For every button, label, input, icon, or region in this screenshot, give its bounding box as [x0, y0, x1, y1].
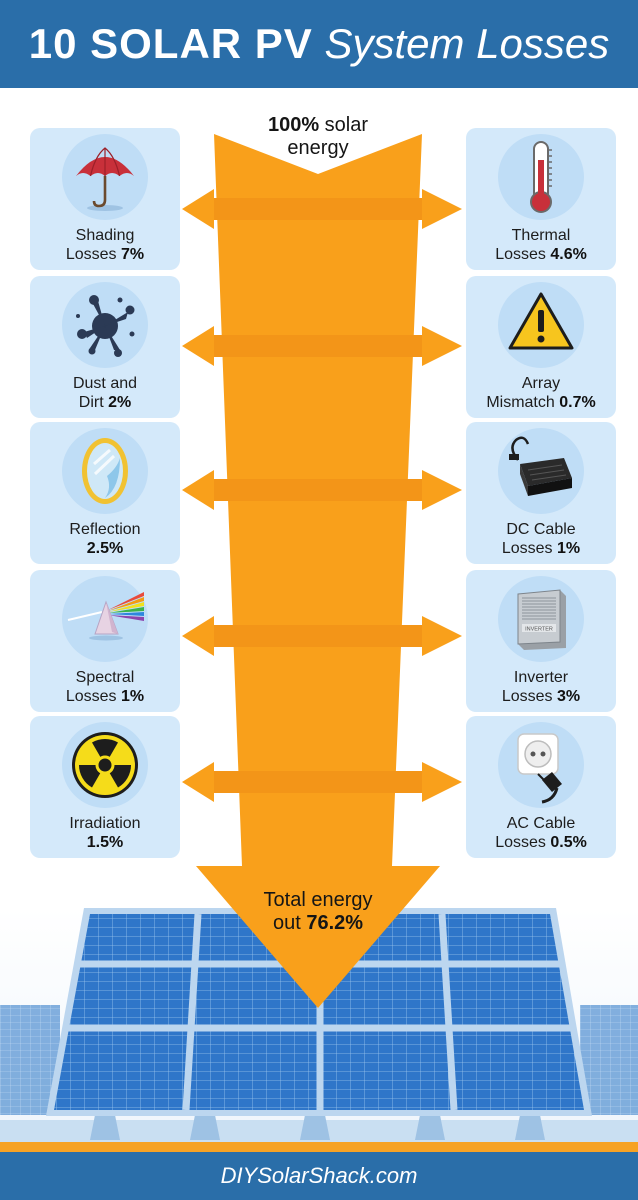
title-part-1: 10 SOLAR PV [28, 20, 313, 67]
loss-card-thermal: Thermal Losses 4.6% [466, 128, 616, 270]
loss-value: 0.5% [550, 834, 587, 851]
loss-name-line1: Inverter [513, 669, 569, 686]
loss-name-line1: AC Cable [506, 815, 576, 832]
loss-name-line2: Losses [501, 540, 553, 557]
page-title: 10 SOLAR PV System Losses [0, 18, 638, 70]
inverter-icon: INVERTER [498, 576, 584, 662]
radiation-icon [62, 722, 148, 808]
warning-icon [498, 282, 584, 368]
input-energy-text: solar [324, 114, 369, 136]
loss-label-thermal: Thermal Losses 4.6% [466, 226, 616, 264]
inverter-icon-label: INVERTER [525, 627, 553, 633]
loss-name-line1: Thermal [511, 227, 571, 244]
loss-label-ac-cable: AC Cable Losses 0.5% [466, 814, 616, 852]
loss-value: 1.5% [86, 834, 124, 851]
prism-icon [62, 576, 148, 662]
main-solar-panel [46, 908, 592, 1116]
loss-name-line2: Mismatch [486, 394, 555, 411]
loss-name-line2: Dirt [78, 394, 104, 411]
loss-card-dust: Dust and Dirt 2% [30, 276, 180, 418]
input-energy-label: 100% solar energy [218, 114, 418, 160]
loss-value: 4.6% [550, 246, 587, 263]
loss-name-line1: Reflection [69, 521, 141, 538]
output-energy-value: 76.2% [306, 912, 364, 934]
loss-name-line1: DC Cable [506, 521, 576, 538]
loss-label-shading: Shading Losses 7% [30, 226, 180, 264]
loss-value: 2.5% [86, 540, 124, 557]
input-energy-line2: energy [287, 137, 349, 159]
loss-name-line1: Shading [75, 227, 135, 244]
loss-name-line1: Spectral [75, 669, 135, 686]
loss-card-array-mismatch: Array Mismatch 0.7% [466, 276, 616, 418]
loss-name-line1: Array [521, 375, 561, 392]
loss-arrow-2 [182, 326, 462, 366]
thermometer-icon [498, 134, 584, 220]
power-socket-icon [498, 722, 584, 808]
loss-label-array-mismatch: Array Mismatch 0.7% [466, 374, 616, 412]
footer-site-name: DIYSolarShack.com [220, 1163, 418, 1188]
solar-panel-mounts [90, 1115, 545, 1140]
mirror-icon [62, 428, 148, 514]
main-energy-arrow [196, 134, 440, 1008]
loss-label-irradiation: Irradiation 1.5% [30, 814, 180, 852]
loss-name-line2: Losses [65, 688, 117, 705]
loss-name-line2: Losses [495, 834, 546, 851]
loss-card-inverter: INVERTER Inverter Losses 3% [466, 570, 616, 712]
loss-value: 2% [108, 394, 132, 411]
footer-accent-strip [0, 1142, 638, 1152]
title-part-2: System Losses [324, 20, 610, 67]
loss-name-line1: Irradiation [69, 815, 141, 832]
loss-value: 1% [121, 688, 145, 705]
loss-card-irradiation: Irradiation 1.5% [30, 716, 180, 858]
loss-value: 1% [557, 540, 581, 557]
loss-value: 7% [121, 246, 145, 263]
loss-card-shading: Shading Losses 7% [30, 128, 180, 270]
footer-banner: DIYSolarShack.com [0, 1152, 638, 1200]
loss-name-line2: Losses [495, 246, 546, 263]
loss-arrow-5 [182, 762, 462, 802]
loss-arrows [182, 189, 462, 802]
loss-label-inverter: Inverter Losses 3% [466, 668, 616, 706]
loss-arrow-3 [182, 470, 462, 510]
dc-adapter-icon [498, 428, 584, 514]
loss-arrow-4 [182, 616, 462, 656]
output-energy-line1: Total energy [263, 889, 373, 911]
loss-name-line1: Dust and [72, 375, 138, 392]
input-energy-value: 100% [267, 114, 320, 136]
loss-label-dc-cable: DC Cable Losses 1% [466, 520, 616, 558]
loss-arrow-1 [182, 189, 462, 229]
loss-label-spectral: Spectral Losses 1% [30, 668, 180, 706]
loss-name-line2: Losses [501, 688, 553, 705]
loss-label-dust: Dust and Dirt 2% [30, 374, 180, 412]
loss-value: 3% [557, 688, 581, 705]
loss-label-reflection: Reflection 2.5% [30, 520, 180, 558]
title-banner: 10 SOLAR PV System Losses [0, 0, 638, 88]
dust-splat-icon [62, 282, 148, 368]
loss-card-reflection: Reflection 2.5% [30, 422, 180, 564]
output-energy-label: Total energy out 76.2% [218, 889, 418, 935]
loss-name-line2: Losses [65, 246, 117, 263]
umbrella-icon [62, 134, 148, 220]
loss-card-dc-cable: DC Cable Losses 1% [466, 422, 616, 564]
loss-card-spectral: Spectral Losses 1% [30, 570, 180, 712]
loss-value: 0.7% [559, 394, 596, 411]
loss-card-ac-cable: AC Cable Losses 0.5% [466, 716, 616, 858]
output-energy-text: out [272, 912, 301, 934]
